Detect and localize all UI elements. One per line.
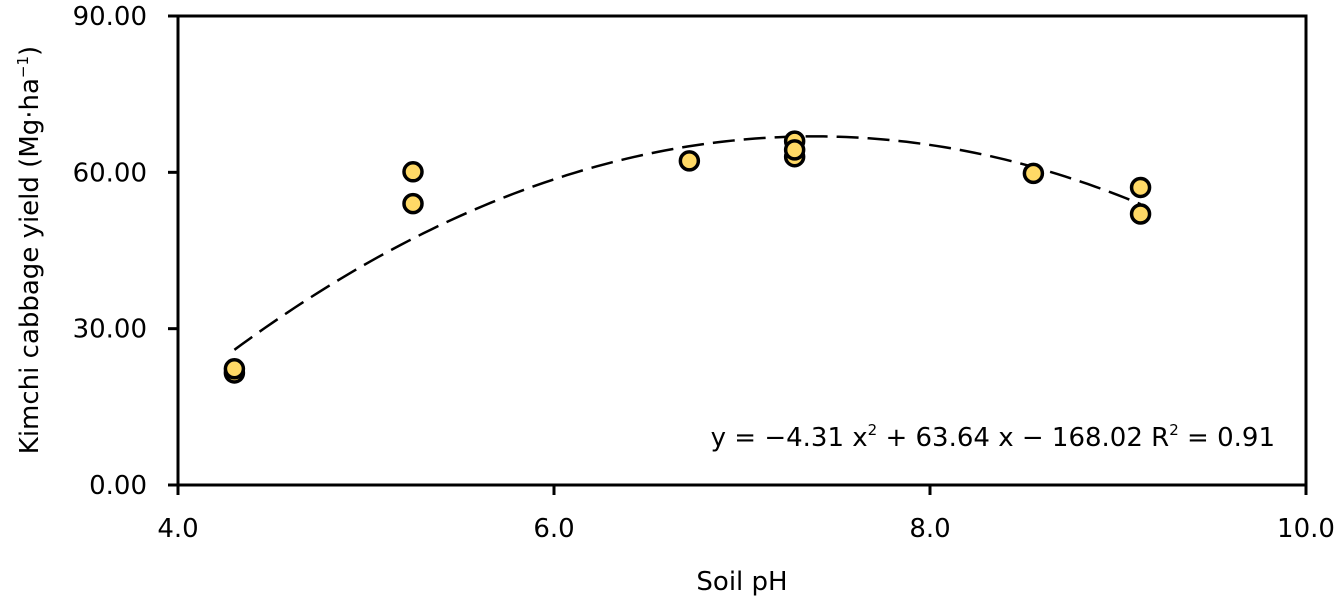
- y-axis-ticks: 0.00 30.00 60.00 90.00: [73, 2, 178, 501]
- x-axis-ticks: 4.0 6.0 8.0 10.0: [157, 485, 1335, 544]
- data-point: [1129, 203, 1152, 225]
- x-axis-label: Soil pH: [696, 567, 787, 597]
- r-squared-exponent: 2: [1169, 421, 1179, 439]
- equation-middle: + 63.64 x − 168.02 R: [877, 423, 1169, 453]
- x-tick-label: 10.0: [1277, 514, 1335, 544]
- x-tick-label: 6.0: [533, 514, 574, 544]
- plot-area-frame: [176, 14, 1308, 487]
- data-point: [1129, 176, 1152, 199]
- y-tick-label: 90.00: [73, 2, 147, 32]
- x-tick-label: 8.0: [909, 514, 950, 544]
- data-point: [402, 161, 424, 183]
- equation-prefix: y = −4.31 x: [711, 423, 868, 453]
- y-axis-label-exponent: −1: [14, 56, 32, 78]
- data-point: [1022, 162, 1045, 185]
- data-point: [223, 358, 246, 380]
- y-tick-label: 30.00: [73, 315, 147, 345]
- y-axis-label: Kimchi cabbage yield (Mg·ha−1): [14, 46, 45, 454]
- y-tick-label: 60.00: [73, 158, 147, 188]
- trendline-equation: y = −4.31 x2 + 63.64 x − 168.02 R2 = 0.9…: [711, 421, 1275, 453]
- equation-exponent: 2: [868, 421, 878, 439]
- data-points: [223, 130, 1152, 384]
- data-point: [783, 139, 806, 161]
- y-tick-label: 0.00: [89, 471, 147, 501]
- y-axis-label-close: ): [15, 46, 45, 56]
- r-squared-value: = 0.91: [1179, 423, 1275, 453]
- x-tick-label: 4.0: [157, 514, 198, 544]
- trendline: [233, 135, 1142, 351]
- data-point: [678, 150, 701, 172]
- data-point: [402, 192, 424, 215]
- y-axis-label-main: Kimchi cabbage yield (Mg·ha: [15, 78, 45, 454]
